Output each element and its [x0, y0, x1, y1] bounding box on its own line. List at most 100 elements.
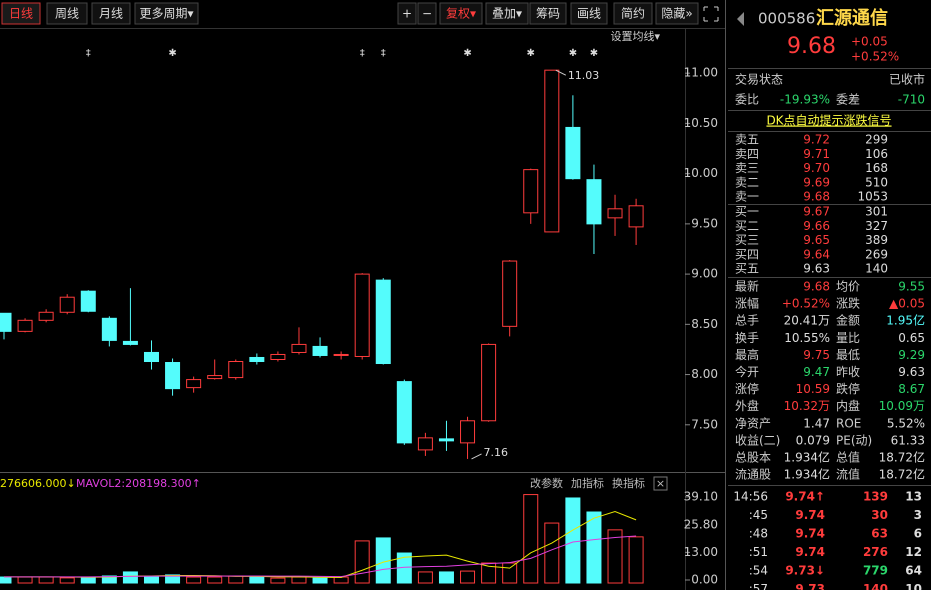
event-marker[interactable]: ‡ — [86, 48, 91, 59]
volume-bar — [186, 576, 202, 584]
tool-button[interactable] — [397, 2, 417, 25]
volume-bar — [38, 576, 54, 584]
candle-body — [460, 420, 476, 444]
stat-label: 总手 — [735, 314, 759, 328]
event-marker[interactable]: ‡ — [381, 48, 386, 59]
candle-body — [607, 208, 623, 219]
book-volume: 1053 — [857, 190, 888, 204]
book-price: 9.72 — [803, 133, 830, 147]
trade-tick: 9.74↑ — [785, 490, 825, 504]
stat-label: 涨停 — [735, 381, 759, 396]
tool-button[interactable] — [655, 2, 699, 25]
ma-setting[interactable]: 设置均线▾ — [610, 29, 660, 43]
tool-label[interactable]: + — [402, 7, 412, 21]
order-ratio: -710 — [898, 93, 925, 107]
tool-label[interactable]: 复权▾ — [446, 7, 476, 21]
stat-label: ROE — [836, 416, 861, 430]
event-marker[interactable]: ✱ — [590, 48, 598, 59]
event-marker[interactable]: ✱ — [168, 48, 176, 59]
y-tick-label: 13.00 — [684, 545, 718, 559]
candle-body — [122, 340, 138, 345]
last-price: 9.68 — [787, 34, 836, 59]
trade-tick: 64 — [905, 564, 922, 578]
y-tick-label: 11.00 — [684, 66, 718, 80]
period-label[interactable]: 日线 — [9, 7, 33, 21]
stat-value: 0.079 — [796, 433, 830, 447]
volume-bar — [122, 571, 138, 584]
trade-tick: 10 — [905, 582, 922, 590]
book-label: 买五 — [735, 262, 759, 276]
tool-button[interactable] — [529, 2, 567, 25]
stat-label: 最低 — [836, 348, 860, 362]
period-label[interactable]: 更多周期▾ — [139, 7, 193, 21]
tool-label[interactable]: 隐藏» — [661, 7, 692, 21]
trade-tick: 9.73 — [795, 582, 825, 590]
book-price: 9.63 — [803, 262, 830, 276]
candle-body — [38, 311, 54, 321]
stat-value: 9.29 — [898, 348, 925, 362]
close-box[interactable] — [653, 476, 668, 491]
volume-bar — [628, 536, 644, 584]
y-tick-label: 8.00 — [691, 367, 718, 381]
event-marker[interactable]: ‡ — [360, 48, 365, 59]
tool-label[interactable]: 筹码 — [536, 7, 560, 21]
indicator-button[interactable]: 改参数 — [530, 476, 563, 490]
tool-label[interactable]: 叠加▾ — [492, 7, 522, 21]
candle-body — [333, 353, 349, 356]
volume-bar — [586, 511, 602, 584]
y-tick-label: 25.80 — [684, 518, 718, 532]
order-ratio: 委比 — [735, 93, 759, 107]
trade-tick: 9.73↓ — [785, 564, 825, 578]
stat-label: 金额 — [836, 313, 860, 328]
tool-button[interactable] — [485, 2, 529, 25]
candle-body — [502, 260, 518, 327]
candle-body — [544, 69, 560, 233]
candle-body — [417, 437, 433, 451]
trade-tick: 12 — [905, 545, 922, 559]
indicator-button[interactable]: 换指标 — [612, 476, 645, 490]
tool-label[interactable]: 画线 — [577, 7, 601, 21]
signal-link[interactable]: DK点自动提示涨跌信号 — [766, 113, 891, 128]
volume-bar — [417, 571, 433, 584]
maximize-icon[interactable] — [703, 6, 719, 22]
book-volume: 510 — [865, 175, 888, 189]
tool-button[interactable] — [417, 2, 437, 25]
candle-body — [628, 205, 644, 228]
period-button[interactable] — [91, 2, 131, 25]
volume-bar — [565, 497, 581, 584]
volume-bar — [312, 577, 328, 584]
period-button[interactable] — [46, 2, 88, 25]
period-button[interactable] — [134, 2, 199, 25]
book-price: 9.66 — [803, 219, 830, 233]
book-volume: 389 — [865, 233, 888, 247]
book-price: 9.70 — [803, 161, 830, 175]
stat-value: 8.67 — [898, 382, 925, 396]
stat-label: 流值 — [836, 467, 860, 482]
stat-value: 18.72亿 — [879, 450, 925, 465]
indicator-button[interactable]: 加指标 — [571, 476, 604, 490]
event-marker[interactable]: ✱ — [569, 48, 577, 59]
tool-button[interactable] — [570, 2, 608, 25]
trade-tick: 9.74 — [795, 527, 825, 541]
y-tick-label: 9.00 — [691, 267, 718, 281]
event-marker[interactable]: ✱ — [527, 48, 535, 59]
close-icon[interactable]: × — [656, 477, 665, 490]
book-label: 卖一 — [735, 190, 759, 204]
tool-button[interactable] — [613, 2, 653, 25]
back-arrow[interactable] — [737, 12, 744, 26]
candle-body — [80, 290, 96, 312]
event-marker[interactable]: ✱ — [463, 48, 471, 59]
stat-value: 61.33 — [891, 433, 925, 447]
candle-body — [0, 312, 12, 332]
tool-label[interactable]: − — [422, 7, 432, 21]
book-price: 9.69 — [803, 175, 830, 189]
period-button[interactable] — [1, 2, 41, 25]
tool-label[interactable]: 简约 — [621, 6, 645, 21]
period-label[interactable]: 周线 — [55, 7, 79, 21]
tool-button[interactable] — [439, 2, 483, 25]
period-label[interactable]: 月线 — [99, 7, 123, 21]
trade-tick: :57 — [749, 582, 768, 590]
volume-bar — [354, 540, 370, 584]
book-label: 卖三 — [735, 161, 759, 175]
